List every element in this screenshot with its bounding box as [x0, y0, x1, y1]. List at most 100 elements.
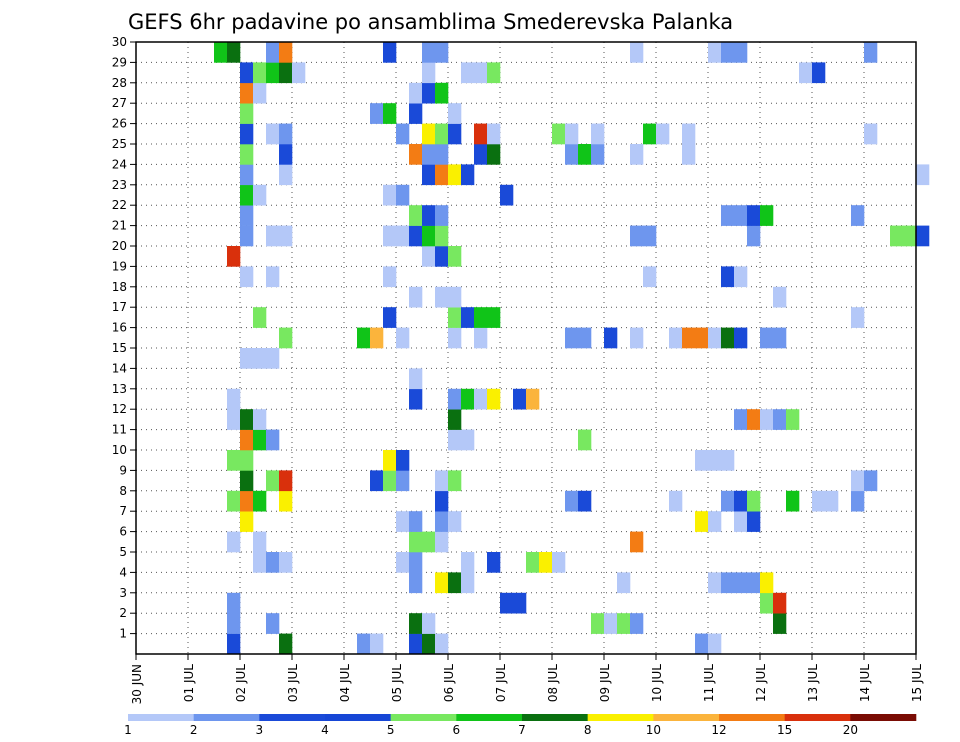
heatmap-cell	[383, 266, 397, 288]
heatmap-cell	[435, 286, 449, 308]
heatmap-cell	[721, 490, 735, 512]
x-axis: 30 JUN 01 JUL 02 JUL 03 JUL 04 JUL 05 JUL 06 J…	[130, 654, 924, 704]
heatmap-cell	[422, 164, 436, 186]
heatmap-cell	[734, 42, 748, 63]
heatmap-cell	[513, 592, 527, 614]
heatmap-cell	[227, 490, 241, 512]
legend-label: 4	[321, 723, 329, 737]
heatmap-cell	[279, 633, 293, 655]
heatmap-cell	[851, 470, 865, 492]
heatmap-cell	[916, 164, 930, 186]
heatmap-cell	[435, 531, 449, 553]
heatmap-cell	[214, 42, 228, 63]
y-tick-label: 23	[112, 178, 127, 192]
legend: 1 2 3 4 5 6 7 8 10 12 15 20	[124, 714, 917, 737]
heatmap-cell	[461, 429, 475, 451]
heatmap-cell	[383, 470, 397, 492]
heatmap-cell	[240, 205, 254, 226]
heatmap-cell	[227, 246, 241, 267]
x-tick-label: 02 JUL	[234, 664, 248, 702]
heatmap-cell	[734, 205, 748, 226]
heatmap-cell	[240, 490, 254, 512]
heatmap-cell	[656, 123, 670, 145]
heatmap-cell	[461, 307, 475, 328]
heatmap-cell	[422, 225, 436, 247]
heatmap-cell	[851, 307, 865, 328]
heatmap-cell	[253, 62, 267, 84]
heatmap-cell	[253, 531, 267, 553]
heatmap-cell	[760, 205, 774, 226]
legend-label: 8	[584, 723, 592, 737]
heatmap-cell	[565, 144, 579, 165]
heatmap-cell	[279, 225, 293, 247]
heatmap-cell	[409, 225, 423, 247]
heatmap-cell	[513, 388, 527, 410]
legend-swatch	[390, 714, 457, 721]
heatmap-cell	[409, 572, 423, 594]
heatmap-cell	[708, 327, 722, 349]
heatmap-cell	[266, 225, 280, 247]
heatmap-cell	[240, 62, 254, 84]
heatmap-cell	[864, 42, 878, 63]
y-tick-label: 29	[112, 55, 127, 69]
heatmap-cell	[240, 103, 254, 124]
legend-swatch	[522, 714, 588, 721]
legend-swatch	[128, 714, 194, 721]
heatmap-cell	[539, 552, 553, 573]
heatmap-cell	[279, 552, 293, 573]
heatmap-cell	[253, 429, 267, 451]
x-tick-label: 07 JUL	[494, 664, 508, 702]
heatmap-cell	[448, 429, 462, 451]
heatmap-cell	[474, 144, 488, 165]
heatmap-cell	[396, 470, 410, 492]
heatmap-cell	[487, 552, 501, 573]
heatmap-cell	[448, 409, 462, 430]
heatmap-cell	[435, 123, 449, 145]
heatmap-cell	[474, 388, 488, 410]
heatmap-cell	[474, 327, 488, 349]
heatmap-cell	[383, 225, 397, 247]
heatmap-cell	[435, 164, 449, 186]
y-tick-label: 10	[112, 443, 127, 457]
heatmap-cell	[916, 225, 930, 247]
heatmap-cell	[630, 42, 644, 63]
heatmap-cell	[578, 144, 592, 165]
heatmap-cell	[760, 409, 774, 430]
heatmap-cell	[279, 164, 293, 186]
y-tick-label: 24	[112, 157, 127, 171]
heatmap-cell	[747, 490, 761, 512]
heatmap-cell	[266, 348, 280, 369]
heatmap-cell	[435, 144, 449, 165]
legend-label: 3	[256, 723, 264, 737]
legend-label: 12	[711, 723, 726, 737]
heatmap-cell	[266, 613, 280, 634]
heatmap-cell	[240, 82, 254, 104]
heatmap-cell	[682, 123, 696, 145]
heatmap-cell	[487, 307, 501, 328]
heatmap-cell	[747, 572, 761, 594]
heatmap-cell	[578, 490, 592, 512]
heatmap-cell	[409, 286, 423, 308]
legend-label: 10	[646, 723, 661, 737]
heatmap-cell	[747, 225, 761, 247]
legend-label: 20	[843, 723, 858, 737]
heatmap-cell	[266, 123, 280, 145]
heatmap-cell	[370, 470, 384, 492]
y-tick-label: 9	[119, 463, 127, 477]
heatmap-cell	[708, 511, 722, 532]
heatmap-cell	[240, 429, 254, 451]
data-cells	[214, 42, 930, 655]
heatmap-cell	[279, 490, 293, 512]
heatmap-cell	[643, 266, 657, 288]
heatmap-cell	[734, 490, 748, 512]
heatmap-cell	[240, 266, 254, 288]
heatmap-cell	[422, 62, 436, 84]
heatmap-cell	[747, 511, 761, 532]
y-tick-label: 22	[112, 198, 127, 212]
heatmap-cell	[370, 103, 384, 124]
heatmap-cell	[448, 164, 462, 186]
heatmap-cell	[370, 633, 384, 655]
heatmap-cell	[409, 511, 423, 532]
heatmap-cell	[227, 388, 241, 410]
heatmap-cell	[461, 164, 475, 186]
